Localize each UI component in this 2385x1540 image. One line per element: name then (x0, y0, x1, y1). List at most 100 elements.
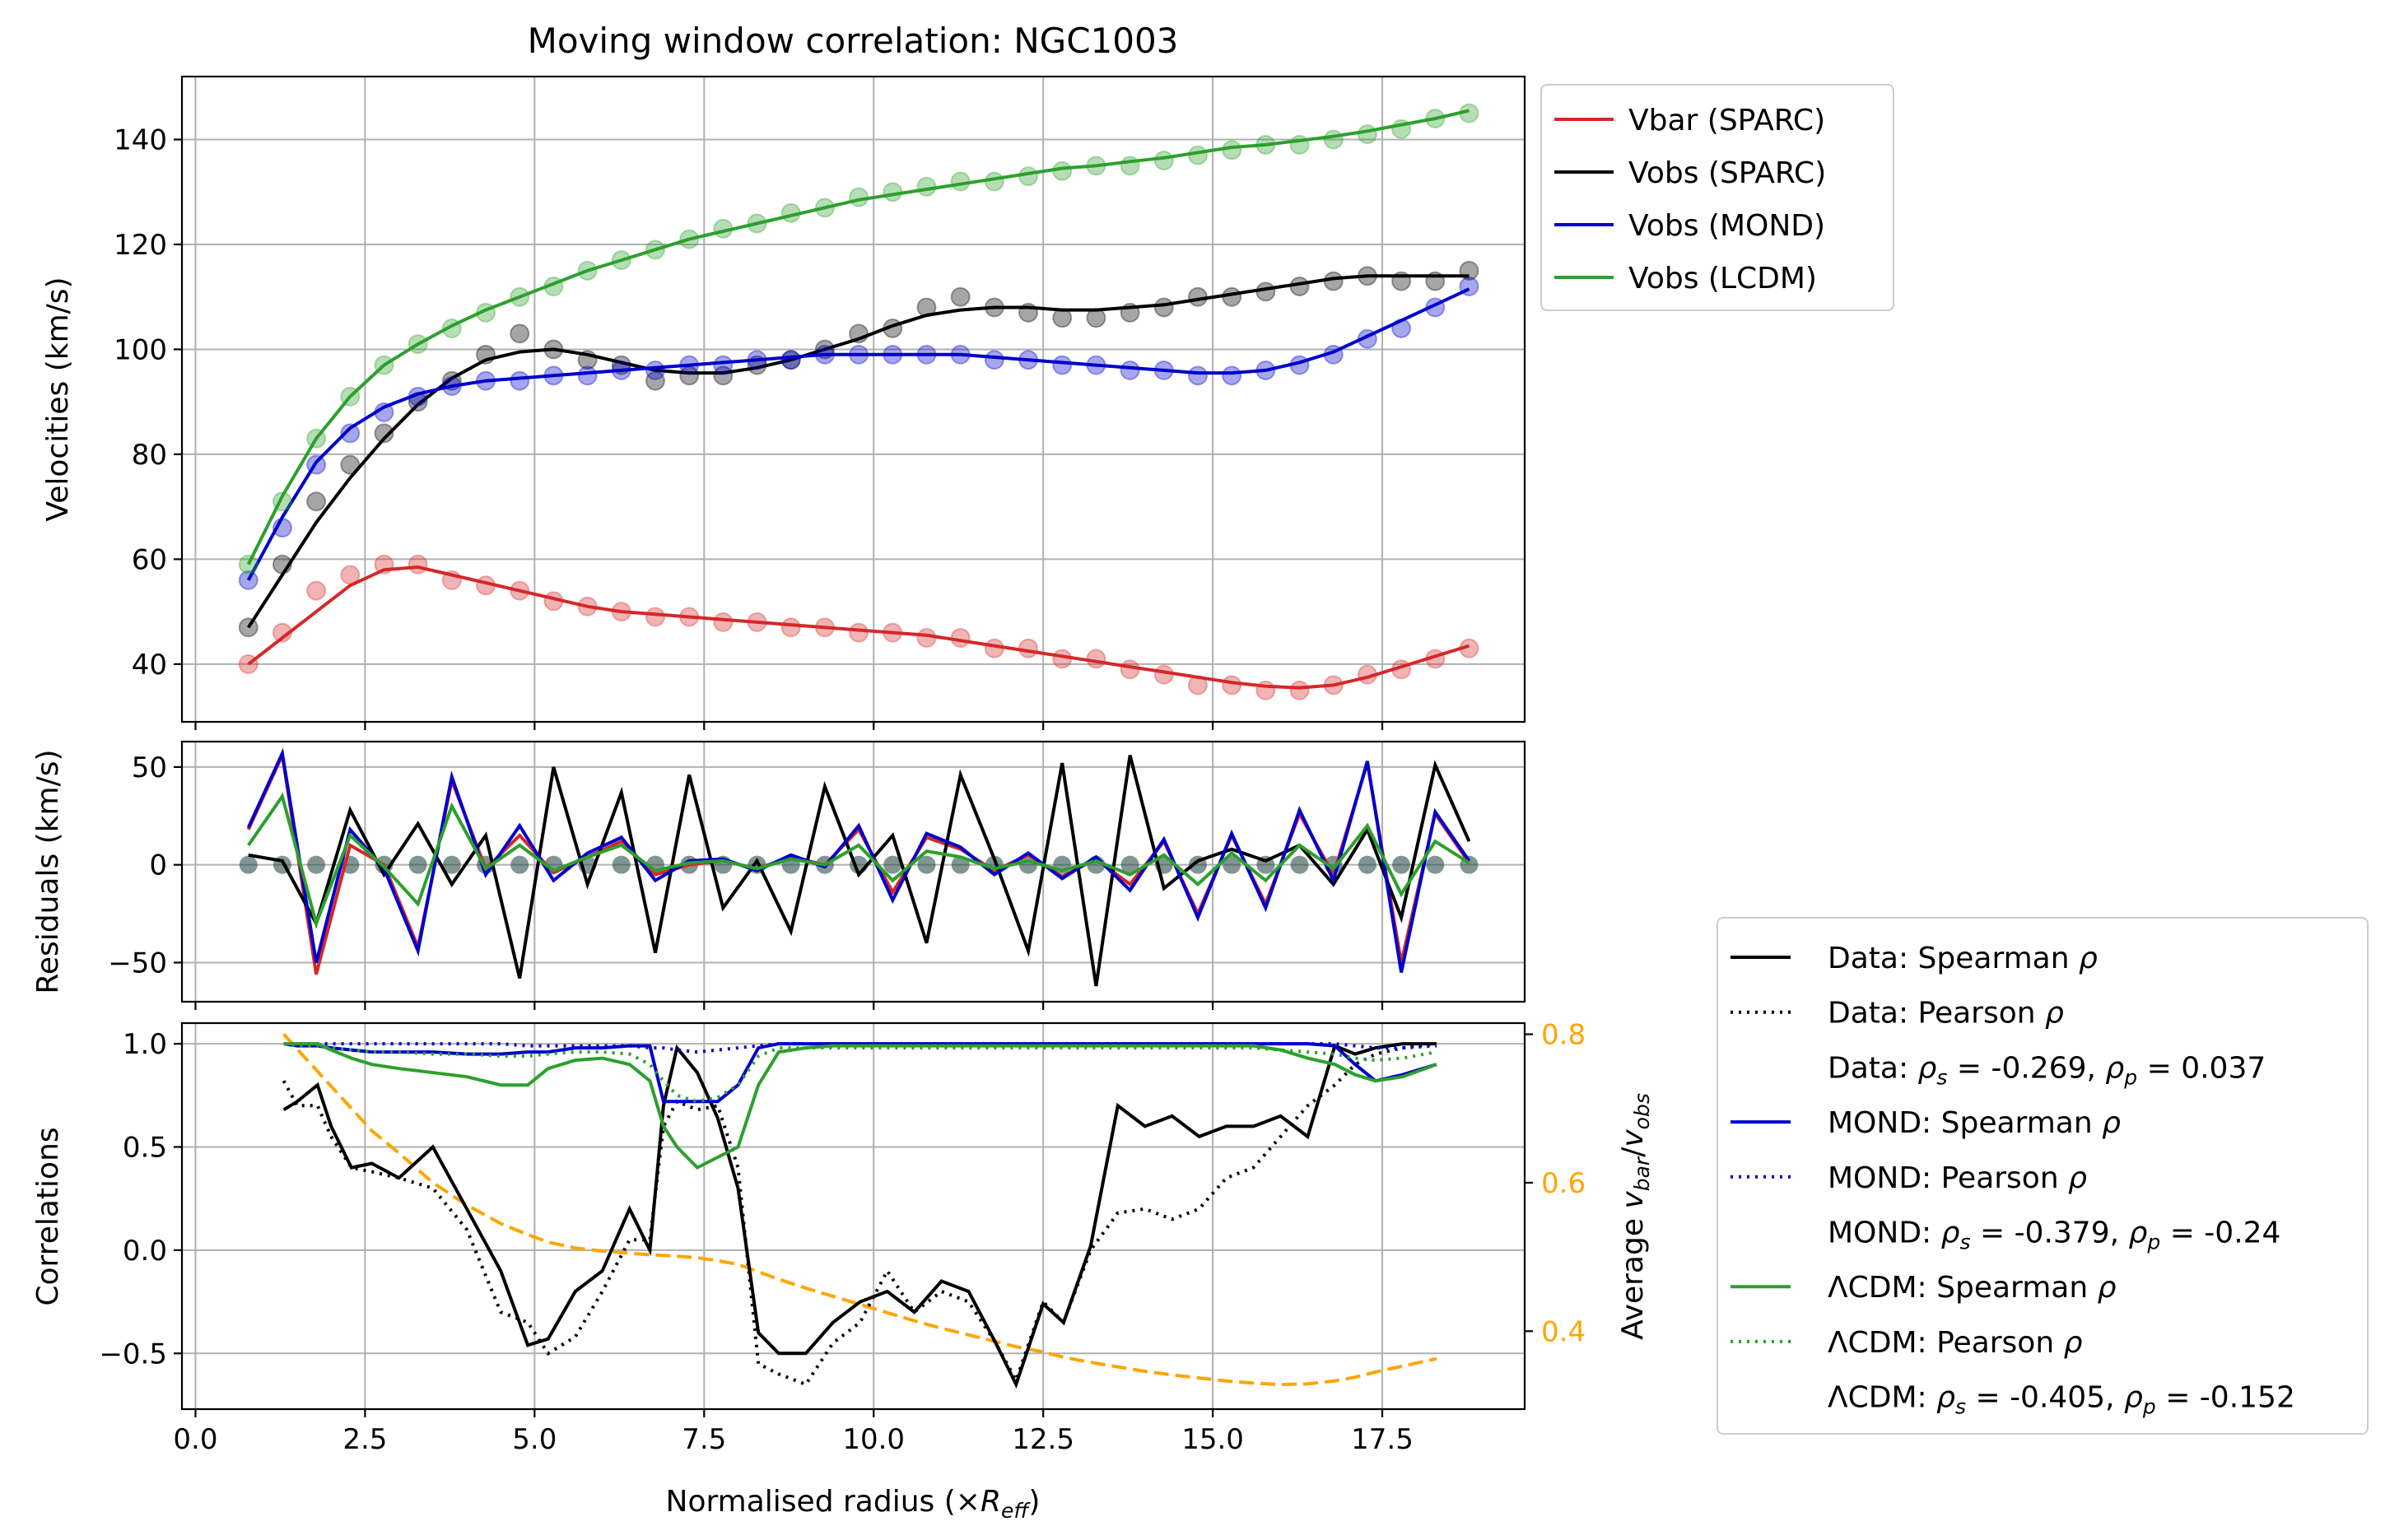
correlations-legend: Data: Spearman ρ Data: Pearson ρ Data: ρs​… (1717, 917, 2369, 1435)
vobs-lcdm-point (611, 250, 631, 271)
vobs-mond-point (916, 344, 937, 365)
vobs-sparc-point (510, 323, 530, 344)
residuals-panel: 50 0 −50 Residuals (km/s) (31, 740, 1526, 1010)
legend-label-mond-spearman: MOND: Spearman ρ (1828, 1106, 2121, 1140)
vbar-sparc-point (984, 638, 1004, 658)
vobs-lcdm-point (374, 355, 394, 375)
vobs-sparc-point (984, 297, 1004, 318)
legend-label-cdm-pearson: ΛCDM: Pearson ρ (1828, 1326, 2083, 1360)
vobs-sparc-point (1120, 302, 1140, 323)
vobs-sparc-point (916, 297, 937, 318)
legend-label-mond-s-0-379-p-0-24: MOND: ρs​ = -0.379, ρp​ = -0.24 (1828, 1217, 2280, 1254)
zero-residual-point (1392, 855, 1411, 874)
vbar-sparc-point (1120, 659, 1140, 680)
vbar-sparc-point (849, 622, 869, 643)
p1-ytick-label-120: 120 (114, 229, 167, 262)
xtick-label-10-0: 10.0 (842, 1423, 905, 1456)
vobs-mond-point (747, 350, 767, 370)
vbar-sparc-point (1357, 664, 1377, 685)
vbar-sparc-point (679, 607, 700, 627)
vobs-sparc-point (1391, 271, 1412, 291)
vobs-mond-point (306, 454, 327, 475)
residuals-frame (180, 740, 1526, 1003)
vobs-sparc-point (1255, 281, 1276, 302)
vobs-sparc-point (1459, 260, 1479, 281)
xtick-label-17-5: 17.5 (1351, 1423, 1414, 1456)
vbar-sparc-point (1153, 664, 1174, 685)
vbar-sparc-point (1255, 680, 1276, 700)
vobs-mond-point (1391, 318, 1412, 338)
correlations-legend-box (1717, 917, 2369, 1435)
y2tick-label-0-8: 0.8 (1541, 1019, 1586, 1052)
p3-ytick-label-0-0: 0.0 (123, 1235, 167, 1268)
p2-ytick-label-50: 50 (132, 751, 167, 784)
p2-ytick-label-0: 0 (149, 849, 167, 882)
vobs-sparc-point (1086, 308, 1106, 328)
vbar-sparc-point (611, 602, 631, 622)
lcdm-residual-line (247, 792, 1470, 929)
vbar-sparc-point (408, 554, 428, 575)
vobs-mond-point (814, 344, 835, 365)
vobs-residual-line (248, 755, 1471, 987)
vobs-mond-point (577, 365, 598, 386)
vobs-sparc-point (950, 286, 971, 307)
p3-ytick-label-0-5: −0.5 (99, 1338, 167, 1370)
vobs-lcdm-point (883, 182, 903, 202)
xtick-label-7-5: 7.5 (682, 1423, 726, 1456)
vobs-mond-point (713, 355, 734, 375)
y2tick-label-0-4: 0.4 (1541, 1315, 1586, 1348)
velocities-frame (180, 75, 1526, 723)
zero-residual-point (408, 855, 427, 874)
vobs-lcdm-point (916, 176, 937, 197)
zero-residual-point (1120, 855, 1139, 874)
normalised-radius-xlabel: Normalised radius (×Reff) (666, 1485, 1041, 1523)
vbar-sparc-point (916, 628, 937, 649)
vobs-mond-point (374, 402, 394, 422)
velocities-ylabel: Velocities (km/s) (41, 277, 75, 521)
mond-pearson-line (283, 1042, 1437, 1054)
vobs-lcdm-point (984, 171, 1004, 192)
zero-residual-point (612, 855, 631, 874)
vobs-lcdm-line (246, 109, 1470, 565)
xtick-label-2-5: 2.5 (342, 1423, 387, 1456)
vbar-sparc-point (272, 622, 292, 643)
vobs-mond-point (1255, 360, 1276, 380)
vbar-sparc-point (814, 617, 835, 638)
vbar-sparc-point (747, 612, 767, 632)
legend-label-vbar-sparc: Vbar (SPARC) (1628, 104, 1825, 137)
zero-residual-point (1223, 855, 1241, 874)
zero-residual-point (883, 855, 902, 874)
vobs-mond-point (272, 518, 292, 538)
vobs-sparc-point (340, 454, 361, 475)
vobs-sparc-point (1018, 302, 1039, 323)
p1-ytick-label-140: 140 (114, 123, 167, 156)
vbar-sparc-point (1052, 649, 1073, 669)
p1-ytick-label-60: 60 (132, 543, 167, 576)
vobs-lcdm-point (1289, 134, 1310, 155)
average-vbar-vobs-ylabel: Average vbar/vobs (1616, 1093, 1654, 1340)
vobs-lcdm-point (1187, 145, 1208, 165)
vobs-mond-point (1323, 344, 1344, 365)
vobs-sparc-point (1153, 297, 1174, 318)
zero-residual-point (1290, 855, 1309, 874)
vobs-sparc-point (1323, 271, 1344, 291)
vobs-lcdm-point (272, 491, 292, 512)
zero-residual-point (917, 855, 936, 874)
legend-label-vobs-mond: Vobs (MOND) (1628, 209, 1825, 243)
vobs-mond-point (1289, 355, 1310, 375)
vobs-lcdm-point (713, 218, 734, 239)
vobs-mond-point (883, 344, 903, 365)
vobs-sparc-point (238, 617, 259, 638)
vbar-sparc-line (247, 565, 1470, 690)
cdm-spearman-line (283, 1042, 1437, 1170)
vobs-mond-point (611, 360, 631, 380)
vobs-mond-point (543, 365, 564, 386)
data-spearman-line (282, 1042, 1437, 1389)
vobs-mond-point (1120, 360, 1140, 380)
vobs-sparc-point (645, 370, 665, 391)
vobs-lcdm-point (408, 334, 428, 355)
vbar-sparc-point (883, 622, 903, 643)
vbar-sparc-point (510, 580, 530, 601)
vobs-sparc-point (1222, 286, 1242, 307)
